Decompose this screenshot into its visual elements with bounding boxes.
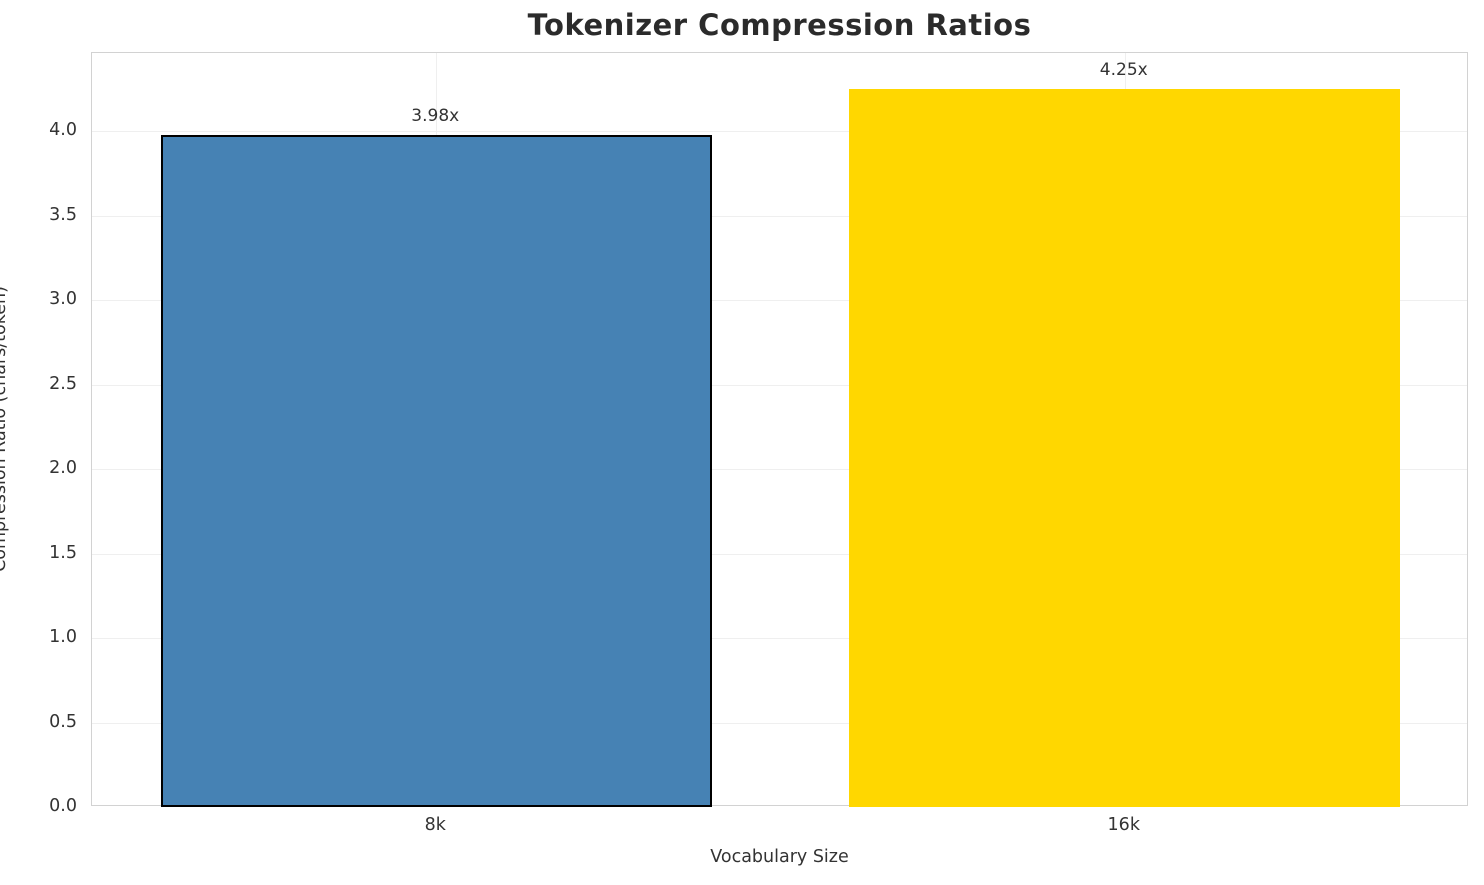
horizontal-gridline [92,215,1467,217]
y-tick-label: 2.5 [49,373,77,394]
horizontal-gridline [92,131,1467,133]
bar-8k [160,134,712,807]
y-tick-label: 0.5 [49,711,77,732]
x-axis-label: Vocabulary Size [710,847,849,867]
y-tick-label: 1.5 [49,542,77,563]
bar-value-label: 4.25x [1099,59,1148,80]
bar-value-label: 3.98x [411,105,460,126]
y-tick-label: 1.0 [49,627,77,648]
horizontal-gridline [92,638,1467,640]
horizontal-gridline [92,384,1467,386]
x-tick-label: 8k [424,815,446,835]
horizontal-gridline [92,722,1467,724]
horizontal-gridline [92,553,1467,555]
horizontal-gridline [92,469,1467,471]
y-tick-label: 0.0 [49,796,77,816]
horizontal-gridline [92,300,1467,302]
y-tick-label: 4.0 [49,120,77,141]
y-tick-label: 3.0 [49,289,77,310]
y-axis-label: Compression Ratio (chars/token) [0,286,10,572]
y-tick-label: 3.5 [49,204,77,225]
plot-area [91,52,1468,807]
x-tick-label: 16k [1107,815,1140,835]
chart-title: Tokenizer Compression Ratios [527,8,1032,42]
bar-16k [849,88,1401,807]
y-tick-label: 2.0 [49,458,77,479]
